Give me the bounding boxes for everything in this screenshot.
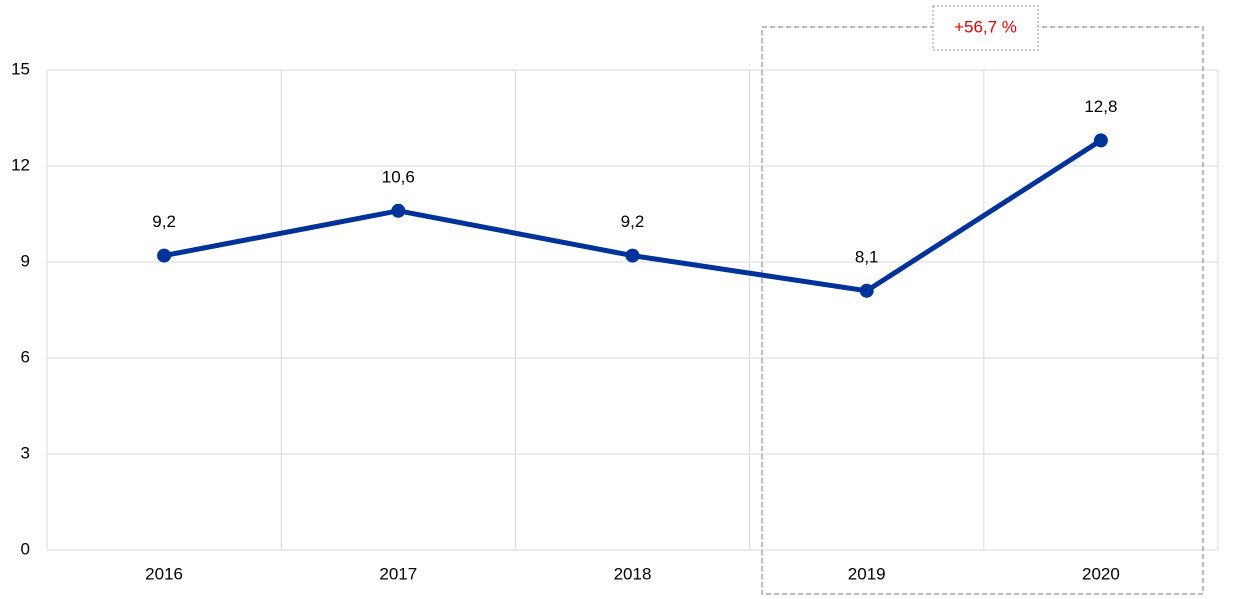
point: [391, 203, 406, 218]
highlight-box: [761, 26, 1204, 595]
value-label: 10,6: [382, 167, 415, 186]
value-label: 9,2: [152, 212, 176, 231]
x-tick-label: 2016: [145, 564, 183, 583]
point: [859, 283, 874, 298]
y-tick-label: 6: [21, 347, 30, 366]
x-tick-label: 2019: [848, 564, 886, 583]
y-tick-label: 0: [21, 539, 30, 558]
y-tick-label: 15: [11, 59, 30, 78]
x-tick-label: 2017: [379, 564, 417, 583]
annotation: +56,7 %: [954, 17, 1017, 36]
annotation-box: [932, 5, 1039, 51]
point: [625, 248, 640, 263]
point: [157, 248, 172, 263]
x-tick-label: 2018: [614, 564, 652, 583]
y-tick-label: 9: [21, 251, 30, 270]
value-label: 12,8: [1084, 97, 1117, 116]
value-label: 8,1: [855, 247, 879, 266]
y-tick-label: 3: [21, 443, 30, 462]
point: [1093, 133, 1108, 148]
y-tick-label: 12: [11, 155, 30, 174]
value-label: 9,2: [621, 212, 645, 231]
x-tick-label: 2020: [1082, 564, 1120, 583]
